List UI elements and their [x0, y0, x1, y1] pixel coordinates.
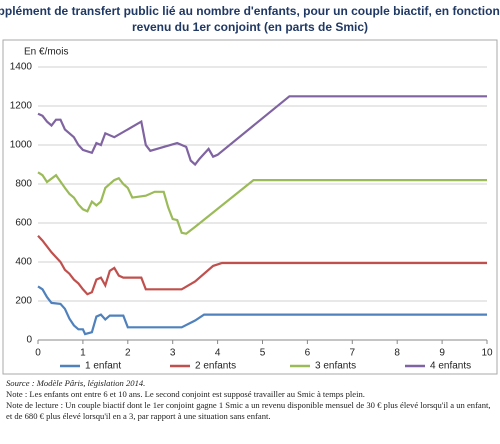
legend-label: 2 enfants: [195, 361, 236, 372]
y-axis-label: En €/mois: [24, 47, 68, 58]
y-tick-label: 600: [15, 218, 32, 229]
x-tick-label: 3: [170, 348, 176, 359]
note: Note de lecture : Un couple biactif dont…: [6, 400, 491, 421]
notes: Source : Modèle Pâris, législation 2014.…: [6, 378, 496, 422]
y-tick-label: 400: [15, 257, 32, 268]
series-line: [37, 285, 487, 336]
x-tick-label: 0: [35, 348, 41, 359]
chart-title: revenu du 1er conjoint (en parts de Smic…: [132, 20, 368, 34]
x-tick-label: 1: [80, 348, 86, 359]
x-tick-label: 6: [305, 348, 311, 359]
series-line: [37, 234, 487, 296]
legend-label: 1 enfant: [85, 361, 121, 372]
y-tick-label: 0: [26, 335, 32, 346]
chart-frame: [2, 39, 498, 375]
x-tick-label: 10: [481, 348, 493, 359]
chart-title: Supplément de transfert public lié au no…: [0, 4, 500, 18]
y-tick-label: 1400: [10, 62, 33, 73]
x-tick-label: 7: [350, 348, 356, 359]
legend-label: 3 enfants: [315, 361, 356, 372]
note: Source : Modèle Pâris, législation 2014.: [6, 378, 146, 388]
y-tick-label: 1000: [10, 140, 33, 151]
x-tick-label: 2: [125, 348, 131, 359]
x-tick-label: 5: [260, 348, 266, 359]
x-tick-label: 4: [215, 348, 221, 359]
series-line: [37, 95, 487, 167]
x-tick-label: 8: [394, 348, 400, 359]
chart: Supplément de transfert public lié au no…: [0, 4, 500, 375]
y-tick-label: 1200: [10, 101, 33, 112]
series-line: [37, 171, 487, 235]
x-tick-label: 9: [439, 348, 445, 359]
y-tick-label: 200: [15, 296, 32, 307]
note: Note : Les enfants ont entre 6 et 10 ans…: [6, 389, 365, 399]
legend-label: 4 enfants: [430, 361, 471, 372]
y-tick-label: 800: [15, 179, 32, 190]
